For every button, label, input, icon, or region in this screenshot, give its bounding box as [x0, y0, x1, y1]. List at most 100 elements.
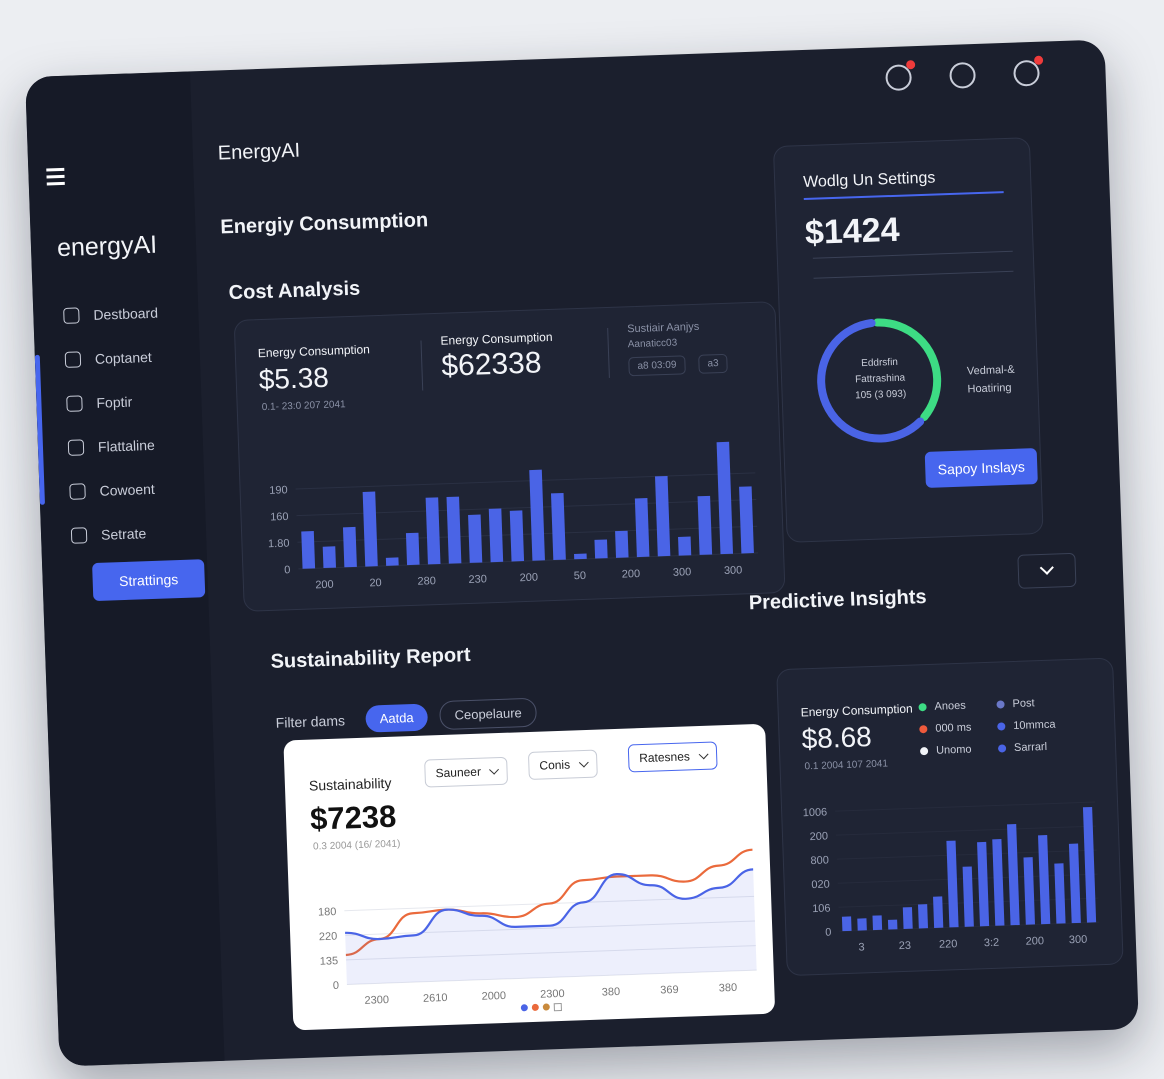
bar — [917, 904, 929, 929]
menu-icon[interactable] — [46, 167, 65, 186]
bar — [322, 546, 336, 569]
grid-line — [346, 969, 757, 985]
section-title: Cost Analysis — [228, 277, 361, 305]
user-icon[interactable] — [885, 60, 916, 92]
nav-label: Destboard — [93, 304, 159, 323]
legend-label: 10mmca — [1013, 718, 1056, 733]
bar — [634, 498, 650, 558]
x-tick-label: 3:2 — [984, 937, 1000, 950]
bar — [933, 896, 944, 928]
y-tick-label: 0 — [333, 980, 340, 992]
grid-line — [835, 825, 1096, 836]
x-tick-label: 2300 — [540, 988, 565, 1001]
settings-button[interactable]: Sapoy Inslays — [924, 448, 1038, 488]
pager[interactable] — [520, 1002, 562, 1012]
legend-swatch — [919, 725, 928, 734]
legend-label: Unomo — [935, 743, 972, 757]
donut-segment — [817, 318, 942, 443]
x-tick-label: 300 — [673, 566, 692, 579]
bar — [301, 531, 316, 569]
grid-line — [345, 920, 755, 936]
bar — [550, 492, 566, 561]
y-tick-label: 220 — [319, 931, 338, 944]
nav-label: Setrate — [100, 525, 147, 543]
side-label: Vedmal-& Hoatiring — [967, 361, 1016, 399]
nav-item[interactable]: Coptanet — [64, 349, 152, 368]
x-tick-label: 300 — [1069, 934, 1088, 947]
legend-item: Post — [996, 697, 1035, 710]
nav-item[interactable]: Foptir — [66, 393, 133, 412]
nav-icon — [70, 527, 88, 544]
bar — [529, 469, 545, 561]
legend-item: Unomo — [919, 743, 972, 758]
legend-swatch — [997, 744, 1007, 753]
bar — [887, 919, 898, 930]
x-tick-label: 3 — [858, 941, 865, 953]
x-tick-label: 369 — [660, 984, 679, 997]
grid-line — [835, 801, 1096, 812]
y-tick-label: 800 — [810, 854, 829, 867]
x-tick-label: 300 — [724, 564, 743, 577]
bar — [362, 491, 378, 567]
bar — [574, 553, 587, 560]
bar — [425, 497, 441, 565]
stat-label: Energy Consumption — [440, 329, 553, 348]
legend-item: Sarrarl — [997, 741, 1047, 755]
legend-swatch — [997, 722, 1006, 731]
donut — [817, 318, 942, 443]
select[interactable]: Sauneer — [424, 756, 509, 788]
nav-item[interactable]: Setrate — [70, 525, 147, 544]
dashboard: energyAI Destboard Coptanet Foptir Flattali… — [25, 39, 1139, 1067]
nav-item[interactable]: Destboard — [63, 305, 158, 324]
insights-heading: Predictive Insights — [748, 586, 927, 615]
bar — [992, 838, 1005, 926]
profile-icon[interactable] — [949, 61, 977, 89]
x-tick-label: 20 — [369, 577, 382, 589]
nav-label: Foptir — [96, 393, 133, 411]
nav-item[interactable]: Flattaline — [67, 437, 155, 456]
bar — [1023, 857, 1036, 925]
select[interactable]: Ratesnes — [627, 741, 718, 773]
app-title: EnergyAI — [217, 139, 301, 165]
filter[interactable]: a8 03:09 — [628, 355, 686, 377]
sidebar-button[interactable]: Strattings — [92, 559, 206, 602]
select[interactable]: Conis — [527, 749, 598, 780]
insights-chart: 0 106 020 800 200 1006 3 23 220 3:2 200 300 — [803, 801, 1100, 954]
heading: Energiy Consumption — [220, 209, 429, 239]
dropdown[interactable] — [1017, 552, 1077, 589]
y-tick-label: 020 — [811, 878, 830, 891]
bar — [902, 907, 913, 930]
bar — [739, 486, 754, 554]
cost-card: Energy Consumption $5.38 0.1- 23:0 207 2… — [233, 301, 786, 612]
stat-label: Energy Consumption — [257, 342, 371, 361]
card-title: Wodlg Un Settings — [802, 169, 936, 192]
legend-label: Anoes — [934, 699, 966, 713]
bar — [872, 915, 883, 931]
chip-active[interactable]: Aatda — [365, 703, 429, 733]
bar — [1054, 863, 1066, 924]
nav-item[interactable]: Cowoent — [69, 481, 155, 500]
top-icons — [885, 55, 1044, 92]
bar — [594, 539, 608, 559]
active-indicator — [34, 354, 45, 505]
x-tick-label: 230 — [468, 573, 487, 586]
filter[interactable]: a3 — [698, 353, 728, 374]
legend-item: Anoes — [918, 700, 966, 714]
bar — [857, 918, 867, 931]
bar — [841, 916, 852, 932]
stat-value: $62338 — [440, 346, 543, 383]
account-icon[interactable] — [1013, 55, 1044, 87]
y-tick-label: 0 — [284, 564, 291, 576]
y-tick-label: 190 — [269, 484, 288, 497]
chip[interactable]: Ceopelaure — [439, 697, 538, 731]
bar — [678, 536, 692, 556]
filter-label: Filter dams — [275, 712, 346, 731]
donut-label: Eddrsfin Fattrashina 105 (3 093) — [829, 354, 931, 405]
legend-swatch — [919, 747, 929, 756]
x-tick-label: 380 — [602, 986, 621, 999]
bar — [962, 866, 974, 927]
bar — [615, 530, 629, 558]
bar — [1082, 806, 1097, 923]
bar — [342, 526, 357, 568]
